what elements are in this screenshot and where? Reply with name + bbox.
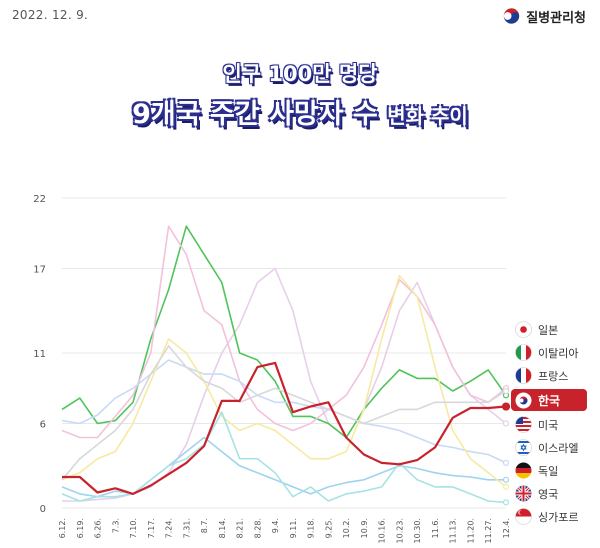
x-tick-label: 7.24.: [165, 518, 174, 538]
title-line-2-small: 변화 추이: [387, 104, 468, 128]
legend-label: 한국: [538, 393, 561, 408]
x-tick-label: 6.26.: [94, 518, 103, 538]
germany-flag-icon: [515, 462, 532, 479]
legend-label: 싱가포르: [538, 510, 579, 524]
x-tick-label: 11.13.: [449, 518, 458, 543]
series-line-6: [61, 436, 506, 498]
x-tick-label: 9.18.: [307, 518, 316, 538]
x-tick-label: 7.17.: [147, 518, 156, 538]
series-end-point-7: [502, 483, 510, 490]
japan-flag-icon: [515, 321, 532, 338]
legend-label: 미국: [538, 418, 559, 432]
x-tick-label: 9.4.: [271, 518, 280, 533]
usa-flag-icon: [515, 416, 532, 433]
legend-item-4: 한국: [511, 389, 587, 411]
x-tick-label: 7.31.: [182, 518, 191, 538]
legend-item-3: 프랑스: [515, 364, 587, 387]
agency-name: 질병관리청: [526, 10, 586, 26]
israel-flag-icon: [515, 439, 532, 456]
series-line-7: [61, 274, 507, 488]
series-end-point-8: [502, 387, 510, 395]
x-tick-label: 9.25.: [324, 518, 333, 538]
series-end-point-6: [502, 476, 510, 483]
title-line-1: 인구 100만 명당: [222, 62, 378, 86]
title-line-2-main: 9개국 주간 사망자 수: [132, 99, 378, 130]
series-end-point-4: [501, 402, 511, 411]
series-line-3: [61, 225, 507, 439]
singapore-flag-icon: [515, 508, 532, 525]
x-tick-label: 10.2.: [342, 518, 351, 538]
legend-item-7: 독일: [515, 459, 587, 482]
x-tick-label: 8.21.: [236, 518, 245, 538]
legend-item-2: 이탈리아: [515, 341, 587, 364]
legend-label: 이스라엘: [538, 441, 579, 455]
x-tick-label: 11.27.: [484, 518, 493, 543]
x-tick-label: 9.11.: [289, 518, 298, 538]
series-line-2: [61, 225, 507, 439]
legend-item-5: 미국: [515, 413, 587, 436]
korea-flag-icon: [515, 392, 532, 408]
x-tick-label: 10.30.: [413, 518, 422, 543]
x-tick-label: 6.19.: [76, 518, 85, 538]
y-tick-label: 11: [33, 349, 46, 360]
series-line-9: [61, 411, 507, 504]
series-line-8: [61, 345, 507, 481]
series-line-5: [61, 359, 507, 464]
y-tick-label: 6: [40, 419, 46, 430]
legend-item-9: 싱가포르: [515, 505, 587, 528]
legend-label: 독일: [538, 464, 559, 478]
x-tick-label: 11.20.: [466, 518, 475, 543]
legend-item-8: 영국: [515, 482, 587, 505]
title-line-2: 9개국 주간 사망자 수 변화 추이: [0, 92, 600, 131]
y-tick-label: 0: [40, 504, 46, 515]
series-line-4: [62, 361, 507, 495]
y-tick-label: 17: [33, 264, 46, 275]
y-tick-label: 22: [33, 194, 46, 205]
legend-label: 이탈리아: [538, 346, 579, 360]
legend-label: 일본: [538, 323, 559, 337]
x-tick-label: 12.4.: [502, 518, 511, 538]
legend-label: 영국: [538, 487, 559, 501]
x-tick-label: 8.14.: [218, 518, 227, 538]
legend-label: 프랑스: [538, 369, 569, 383]
x-tick-label: 6.12.: [58, 518, 67, 538]
x-tick-label: 11.6.: [431, 518, 440, 538]
series-end-point-1: [502, 420, 510, 427]
x-tick-label: 7.10.: [129, 518, 138, 538]
italy-flag-icon: [515, 344, 532, 361]
france-flag-icon: [515, 367, 532, 384]
series-end-point-5: [502, 459, 510, 467]
uk-flag-icon: [515, 485, 532, 502]
kdca-emblem-icon: [503, 8, 520, 24]
x-tick-label: 7.3.: [111, 518, 120, 533]
x-tick-label: 10.23.: [395, 518, 404, 543]
x-tick-label: 10.16.: [378, 518, 387, 543]
legend-item-6: 이스라엘: [515, 436, 587, 459]
x-tick-label: 8.28.: [253, 518, 262, 538]
x-tick-label: 8.7.: [200, 518, 209, 533]
series-end-point-9: [502, 499, 510, 506]
report-date: 2022. 12. 9.: [12, 8, 89, 22]
agency-logo: 질병관리청: [503, 6, 586, 26]
x-tick-label: 10.9.: [360, 518, 369, 538]
legend-item-1: 일본: [515, 318, 587, 341]
